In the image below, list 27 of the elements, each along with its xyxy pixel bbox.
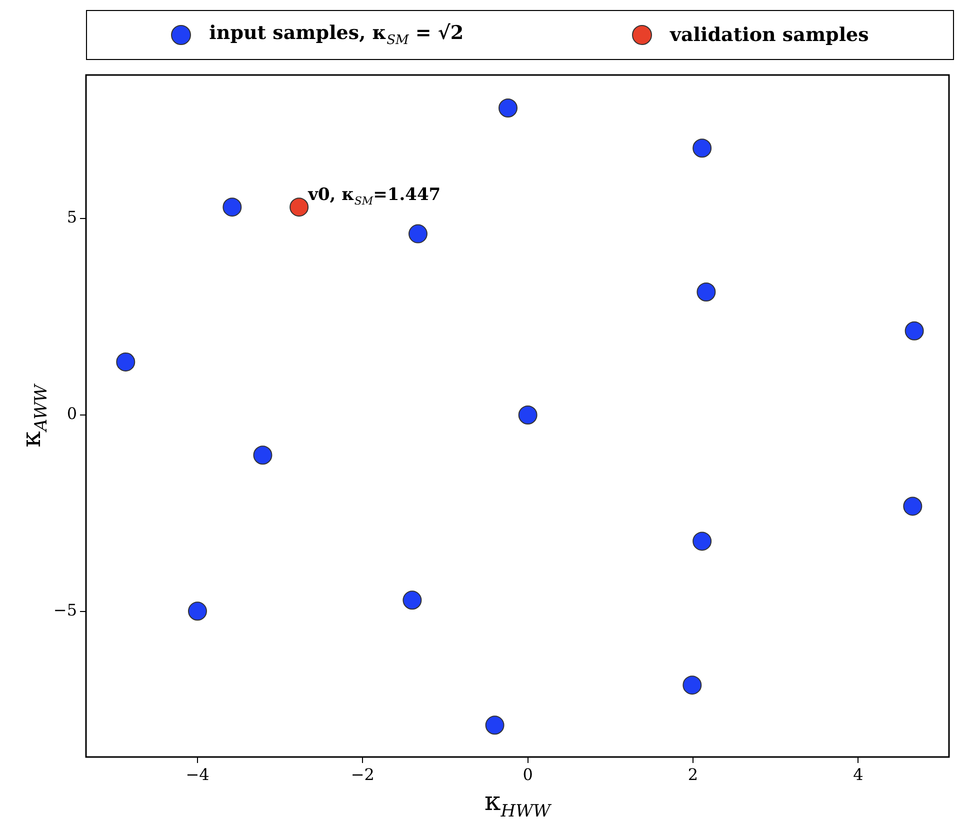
point bbox=[188, 602, 207, 621]
x-tick-label: 0 bbox=[522, 764, 533, 784]
point bbox=[485, 716, 504, 735]
x-tick-label: −2 bbox=[350, 764, 374, 784]
y-tick-label: −5 bbox=[53, 600, 77, 620]
legend-label: validation samples bbox=[670, 24, 869, 46]
legend-label: input samples, κ$_{SM}$ = √2 bbox=[209, 22, 464, 48]
point bbox=[904, 321, 924, 340]
point bbox=[498, 98, 518, 118]
x-tick-label: 4 bbox=[853, 764, 864, 784]
point bbox=[903, 496, 922, 516]
x-tick-label: 2 bbox=[688, 764, 698, 784]
point bbox=[116, 352, 136, 372]
point bbox=[290, 198, 309, 217]
point bbox=[682, 676, 702, 695]
point bbox=[253, 446, 272, 465]
point bbox=[692, 138, 712, 158]
point bbox=[696, 282, 716, 302]
y-tick-label: 5 bbox=[66, 208, 77, 227]
point bbox=[402, 590, 422, 610]
point bbox=[518, 406, 538, 425]
point bbox=[408, 224, 428, 244]
point bbox=[222, 198, 242, 217]
x-tick-label: −4 bbox=[186, 764, 210, 784]
y-tick-label: 0 bbox=[66, 404, 77, 424]
point bbox=[692, 532, 712, 551]
y-axis-title: κAWW bbox=[17, 383, 52, 448]
